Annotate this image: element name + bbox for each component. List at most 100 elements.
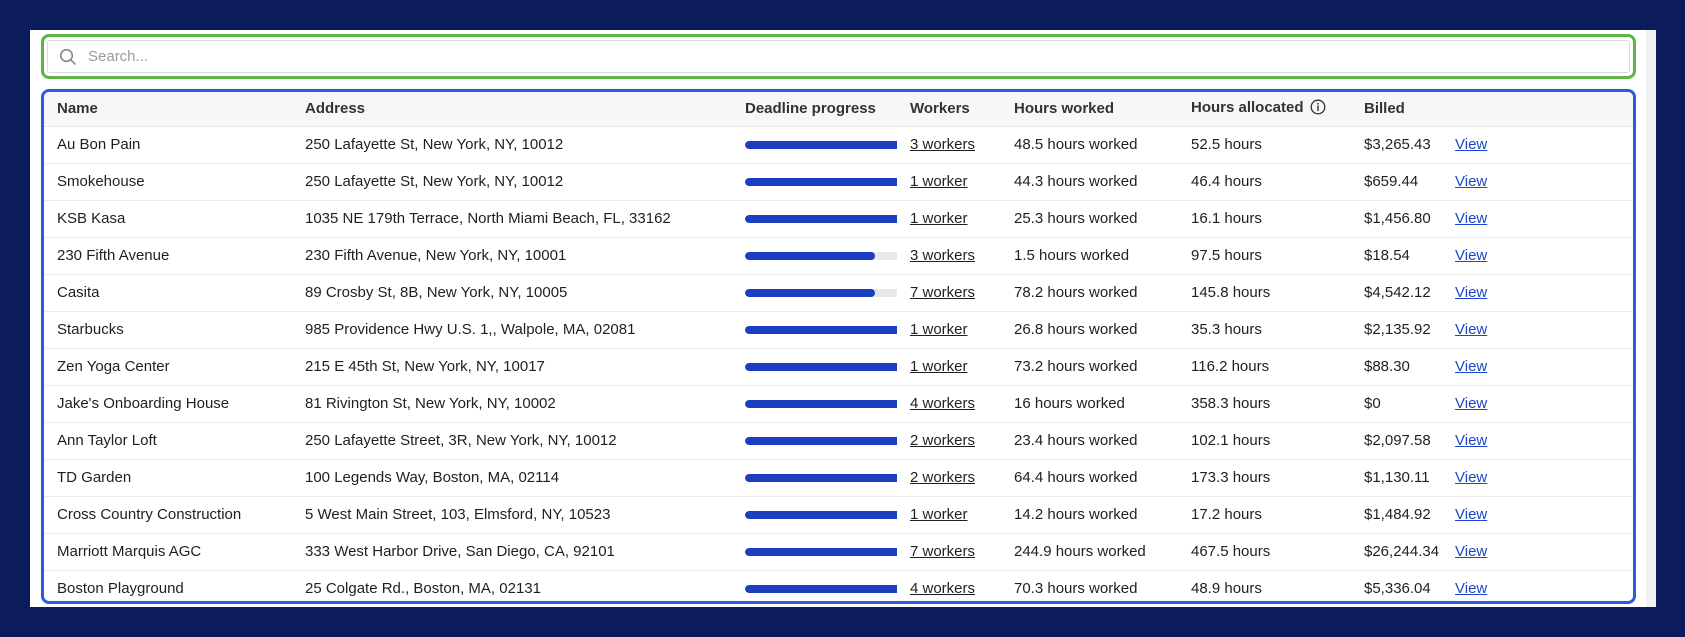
table-row[interactable]: Au Bon Pain 250 Lafayette St, New York, N… — [44, 126, 1633, 164]
view-link[interactable]: View — [1455, 395, 1488, 412]
workers-link[interactable]: 7 workers — [910, 284, 976, 301]
view-link[interactable]: View — [1455, 284, 1488, 301]
view-link[interactable]: View — [1455, 173, 1488, 190]
table-body: Au Bon Pain 250 Lafayette St, New York, N… — [44, 126, 1633, 601]
table-row[interactable]: TD Garden 100 Legends Way, Boston, MA, 02… — [44, 459, 1633, 497]
table-row[interactable]: Jake's Onboarding House 81 Rivington St, … — [44, 385, 1633, 423]
table-row[interactable]: Zen Yoga Center 215 E 45th St, New York, … — [44, 348, 1633, 386]
project-name: Smokehouse — [57, 173, 145, 190]
view-link[interactable]: View — [1455, 247, 1488, 264]
workers-link[interactable]: 1 worker — [910, 321, 968, 338]
cell-workers: 1 worker — [897, 163, 1001, 201]
workers-link[interactable]: 4 workers — [910, 580, 976, 597]
view-link[interactable]: View — [1455, 136, 1488, 153]
cell-action: View — [1455, 311, 1633, 349]
billed-amount: $5,336.04 — [1364, 580, 1431, 597]
deadline-progress-bar — [745, 362, 897, 371]
info-icon[interactable] — [1310, 99, 1326, 119]
column-header-deadline-progress[interactable]: Deadline progress — [732, 92, 897, 127]
cell-hours-worked: 244.9 hours worked — [1001, 533, 1178, 571]
table-row[interactable]: Ann Taylor Loft 250 Lafayette Street, 3R,… — [44, 422, 1633, 460]
deadline-progress-fill — [745, 362, 897, 371]
column-header-address[interactable]: Address — [292, 92, 732, 127]
project-name: Marriott Marquis AGC — [57, 543, 202, 560]
cell-deadline-progress — [732, 459, 897, 497]
deadline-progress-fill — [745, 584, 897, 593]
billed-amount: $1,484.92 — [1364, 506, 1431, 523]
hours-allocated: 48.9 hours — [1191, 580, 1262, 597]
view-link[interactable]: View — [1455, 432, 1488, 449]
main-panel: Name Address Deadline progress Workers H… — [30, 30, 1656, 607]
view-link[interactable]: View — [1455, 210, 1488, 227]
table-row[interactable]: Cross Country Construction 5 West Main St… — [44, 496, 1633, 534]
project-address: 230 Fifth Avenue, New York, NY, 10001 — [305, 247, 567, 264]
project-address: 25 Colgate Rd., Boston, MA, 02131 — [305, 580, 541, 597]
cell-action: View — [1455, 200, 1633, 238]
table-row[interactable]: 230 Fifth Avenue 230 Fifth Avenue, New Yo… — [44, 237, 1633, 275]
workers-link[interactable]: 1 worker — [910, 358, 968, 375]
view-link[interactable]: View — [1455, 543, 1488, 560]
cell-action: View — [1455, 385, 1633, 423]
cell-hours-worked: 25.3 hours worked — [1001, 200, 1178, 238]
table-row[interactable]: Casita 89 Crosby St, 8B, New York, NY, 10… — [44, 274, 1633, 312]
project-address: 215 E 45th St, New York, NY, 10017 — [305, 358, 545, 375]
project-address: 1035 NE 179th Terrace, North Miami Beach… — [305, 210, 671, 227]
billed-amount: $4,542.12 — [1364, 284, 1431, 301]
table-row[interactable]: Starbucks 985 Providence Hwy U.S. 1,, Wal… — [44, 311, 1633, 349]
deadline-progress-bar — [745, 177, 897, 186]
cell-action: View — [1455, 126, 1633, 164]
column-header-billed[interactable]: Billed — [1351, 92, 1455, 127]
table-row[interactable]: KSB Kasa 1035 NE 179th Terrace, North Mia… — [44, 200, 1633, 238]
cell-hours-worked: 48.5 hours worked — [1001, 126, 1178, 164]
table-row[interactable]: Smokehouse 250 Lafayette St, New York, NY… — [44, 163, 1633, 201]
scrollbar-track[interactable] — [1646, 30, 1656, 607]
project-name: Au Bon Pain — [57, 136, 141, 153]
project-address: 100 Legends Way, Boston, MA, 02114 — [305, 469, 560, 486]
cell-billed: $0 — [1351, 385, 1455, 423]
view-link[interactable]: View — [1455, 580, 1488, 597]
cell-name: 230 Fifth Avenue — [44, 237, 292, 275]
cell-action: View — [1455, 570, 1633, 601]
search-box[interactable] — [47, 40, 1630, 73]
workers-link[interactable]: 3 workers — [910, 136, 976, 153]
cell-name: Jake's Onboarding House — [44, 385, 292, 423]
cell-hours-allocated: 52.5 hours — [1178, 126, 1351, 164]
column-header-name[interactable]: Name — [44, 92, 292, 127]
cell-hours-allocated: 97.5 hours — [1178, 237, 1351, 275]
deadline-progress-bar — [745, 325, 897, 334]
table-row[interactable]: Boston Playground 25 Colgate Rd., Boston,… — [44, 570, 1633, 601]
column-header-hours-worked[interactable]: Hours worked — [1001, 92, 1178, 127]
project-address: 250 Lafayette St, New York, NY, 10012 — [305, 173, 564, 190]
workers-link[interactable]: 1 worker — [910, 173, 968, 190]
search-input[interactable] — [88, 41, 1629, 72]
view-link[interactable]: View — [1455, 321, 1488, 338]
project-name: KSB Kasa — [57, 210, 126, 227]
hours-worked: 23.4 hours worked — [1014, 432, 1138, 449]
workers-link[interactable]: 4 workers — [910, 395, 976, 412]
column-header-hours-allocated[interactable]: Hours allocated — [1178, 92, 1351, 127]
hours-allocated: 173.3 hours — [1191, 469, 1271, 486]
workers-link[interactable]: 3 workers — [910, 247, 976, 264]
cell-deadline-progress — [732, 496, 897, 534]
column-header-workers[interactable]: Workers — [897, 92, 1001, 127]
view-link[interactable]: View — [1455, 469, 1488, 486]
workers-link[interactable]: 7 workers — [910, 543, 976, 560]
search-icon — [48, 41, 88, 72]
table-row[interactable]: Marriott Marquis AGC 333 West Harbor Driv… — [44, 533, 1633, 571]
cell-name: Boston Playground — [44, 570, 292, 601]
column-header-actions — [1455, 92, 1633, 127]
workers-link[interactable]: 2 workers — [910, 469, 976, 486]
deadline-progress-bar — [745, 214, 897, 223]
cell-name: Au Bon Pain — [44, 126, 292, 164]
workers-link[interactable]: 1 worker — [910, 210, 968, 227]
view-link[interactable]: View — [1455, 506, 1488, 523]
cell-hours-worked: 44.3 hours worked — [1001, 163, 1178, 201]
hours-allocated: 52.5 hours — [1191, 136, 1262, 153]
view-link[interactable]: View — [1455, 358, 1488, 375]
cell-name: Zen Yoga Center — [44, 348, 292, 386]
workers-link[interactable]: 2 workers — [910, 432, 976, 449]
workers-link[interactable]: 1 worker — [910, 506, 968, 523]
cell-address: 985 Providence Hwy U.S. 1,, Walpole, MA,… — [292, 311, 732, 349]
project-name: 230 Fifth Avenue — [57, 247, 170, 264]
cell-hours-worked: 73.2 hours worked — [1001, 348, 1178, 386]
